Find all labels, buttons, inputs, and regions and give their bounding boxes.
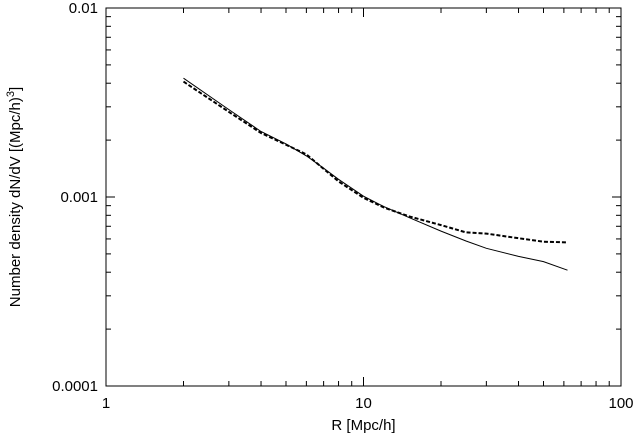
x-tick-label: 100 xyxy=(608,395,633,412)
y-axis-label: Number density dN/dV [(Mpc/h)3] xyxy=(5,87,24,307)
y-tick-label: 0.0001 xyxy=(52,378,98,395)
x-tick-label: 10 xyxy=(355,395,372,412)
series-line-solid xyxy=(183,77,568,271)
y-tick-label: 0.01 xyxy=(69,0,98,17)
y-axis-label-close: ] xyxy=(7,87,24,91)
y-axis-label-main: Number density dN/dV [(Mpc/h) xyxy=(7,97,24,307)
series-lines xyxy=(182,77,568,271)
y-tick-label: 0.001 xyxy=(60,189,98,206)
tick-marks xyxy=(105,7,622,387)
series-line-dashed xyxy=(182,80,568,244)
x-tick-label: 1 xyxy=(102,395,110,412)
tick-labels: 1 10 100 0.0001 0.001 0.01 xyxy=(52,0,633,412)
y-axis-label-sup: 3 xyxy=(5,91,17,97)
x-axis-label: R [Mpc/h] xyxy=(331,417,395,434)
plot-frame xyxy=(105,7,622,387)
